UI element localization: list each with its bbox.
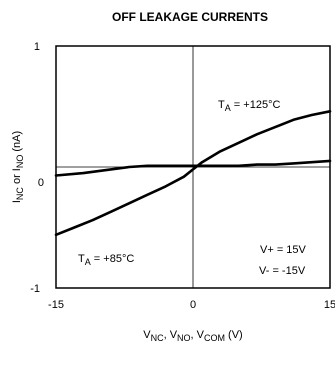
x-axis-label: VNC, VNO, VCOM (V) — [143, 329, 242, 343]
y-tick-label-minus-1: -1 — [30, 283, 40, 295]
supply-note-negative: V- = -15V — [259, 265, 306, 277]
x-tick-label-15: 15 — [324, 299, 335, 311]
y-tick-label-0: 0 — [38, 177, 44, 189]
chart-title: OFF LEAKAGE CURRENTS — [112, 10, 268, 24]
x-tick-label-0: 0 — [190, 299, 196, 311]
series-label-125c: TA = +125°C — [218, 99, 280, 113]
y-tick-label-1: 1 — [34, 41, 40, 53]
supply-note-positive: V+ = 15V — [260, 244, 307, 256]
series-group — [54, 110, 332, 237]
x-tick-label-minus-15: -15 — [48, 299, 64, 311]
curve-125c — [54, 110, 332, 237]
series-label-85c: TA = +85°C — [78, 253, 134, 267]
y-axis-label: INC or INO (nA) — [11, 131, 25, 203]
curve-85c — [54, 159, 332, 177]
